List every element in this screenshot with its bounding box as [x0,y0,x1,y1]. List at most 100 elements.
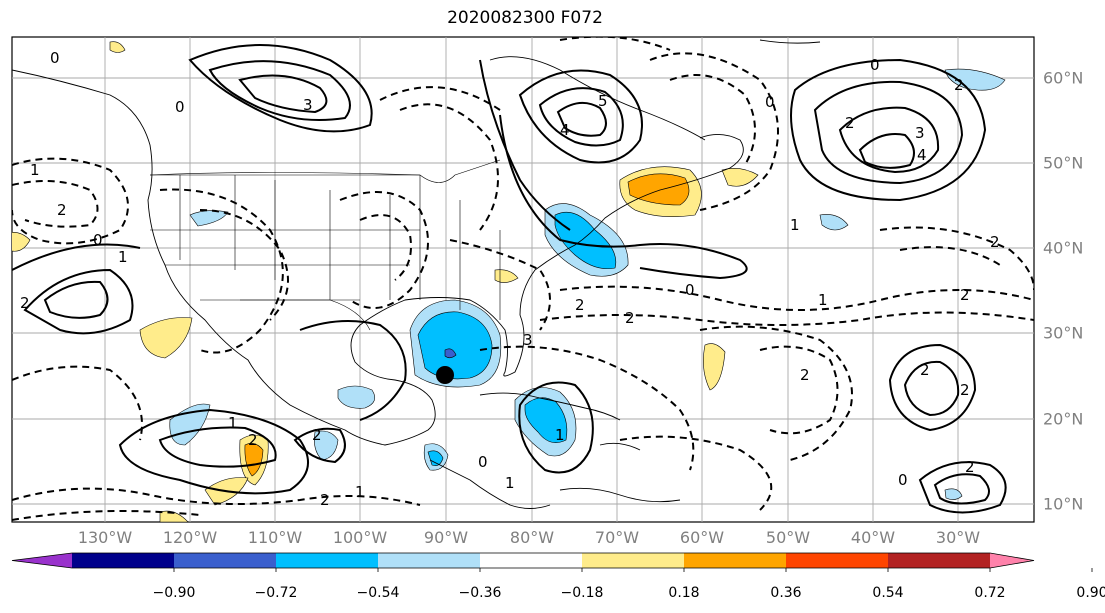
contour-label-positive: 2 [845,114,855,132]
colorbar-tick-label: −0.72 [254,585,298,601]
anomaly-region [189,210,229,227]
coastline [479,392,621,421]
contour-label-negative: 1 [30,161,40,179]
longitude-label: 30°W [935,528,981,547]
positive-contour [838,106,940,174]
latitude-label: 40°N [1043,238,1084,258]
negative-contour [359,214,412,281]
anomaly-region [627,173,690,206]
negative-contour [199,209,289,321]
colorbar-segment [72,553,174,568]
colorbar-tick-label: 0.72 [974,585,1006,601]
lat-lon-grid [12,37,1034,522]
anomaly-region [944,68,1006,91]
anomaly-region [427,450,444,466]
positive-contour [518,69,643,164]
colorbar-segment [888,553,990,568]
coastline [429,459,551,509]
contour-label-negative: 0 [93,231,103,249]
negative-contour [12,365,143,441]
colorbar [11,552,1093,572]
coastline [559,487,681,503]
coastline [759,39,821,44]
contour-label-positive: 2 [954,76,964,94]
contour-label-negative: 2 [625,309,635,327]
positive-contour [23,268,134,335]
longitude-label: 90°W [423,528,469,547]
contour-label-negative: 1 [790,216,800,234]
contour-label-negative: 2 [990,233,1000,251]
negative-contour [449,239,551,331]
contour-label-positive: 0 [870,56,880,74]
contour-label-positive: 1 [555,426,565,444]
anomaly-region [139,317,193,359]
colorbar-tick-label: −0.90 [152,585,196,601]
latitude-label: 20°N [1043,409,1084,429]
contour-label-negative: 2 [575,296,585,314]
positive-contour [903,360,960,417]
coastlines [12,39,821,509]
negative-contour [159,188,284,354]
colorbar-segment [480,553,582,568]
colorbar-extend-min [12,553,72,568]
longitude-label: 80°W [509,528,555,547]
colorbar-extend-max [990,553,1034,568]
anomaly-region [721,168,759,187]
negative-contour [539,311,1034,326]
contour-label-negative: 1 [818,291,828,309]
contour-label-positive: 2 [312,426,322,444]
colorbar-segment [276,553,378,568]
colorbar-segment [786,553,888,568]
anomaly-region [819,214,849,231]
colorbar-tick-label: −0.36 [458,585,502,601]
positive-contour [538,87,624,147]
contour-label-negative: 2 [800,366,810,384]
map-title: 2020082300 F072 [447,8,603,28]
contour-label-positive: 3 [523,331,533,349]
colorbar-tick-label: −0.18 [560,585,604,601]
anomaly-region [159,510,189,522]
latitude-label: 50°N [1043,153,1084,173]
anomaly-region [12,232,31,252]
positive-contour [43,280,109,319]
contour-label-positive: 1 [505,474,515,492]
latitude-label: 10°N [1043,494,1084,514]
negative-contour [339,191,429,309]
positive-contour [238,74,328,114]
anomaly-region [109,41,126,53]
colorbar-outline [11,552,1035,569]
anomaly-region [337,385,376,409]
negative-contour [559,285,1034,311]
contour-label-positive: 2 [960,381,970,399]
anomaly-region [944,488,963,500]
contour-label-positive: 3 [915,124,925,142]
anomaly-region [444,348,457,359]
contour-label-negative: 2 [960,286,970,304]
contour-label-negative: 0 [765,93,775,111]
state-border [149,172,421,176]
contour-label-positive: 3 [303,96,313,114]
negative-contour [759,345,839,435]
colorbar-tick-label: 0.18 [668,585,700,601]
positive-contour [556,101,607,137]
colorbar-tick-label: 0.36 [770,585,802,601]
colorbar-tick-label: 0.90 [1076,585,1105,601]
contour-label-positive: 2 [248,431,258,449]
colorbar-segment [684,553,786,568]
state-border [419,175,501,320]
contour-label-negative: 1 [355,483,365,501]
contour-label-positive: 2 [920,361,930,379]
state-borders [149,159,501,331]
negative-contour [899,246,1001,266]
anomaly-region [494,269,519,283]
contour-label-positive: 1 [228,414,238,432]
positive-contour [188,44,373,133]
coastline [599,442,641,451]
contour-label-positive: 1 [118,248,128,266]
longitude-label: 110°W [247,528,303,547]
positive-contour [933,473,990,505]
contour-label-negative: 0 [685,281,695,299]
anomaly-region [524,397,568,443]
